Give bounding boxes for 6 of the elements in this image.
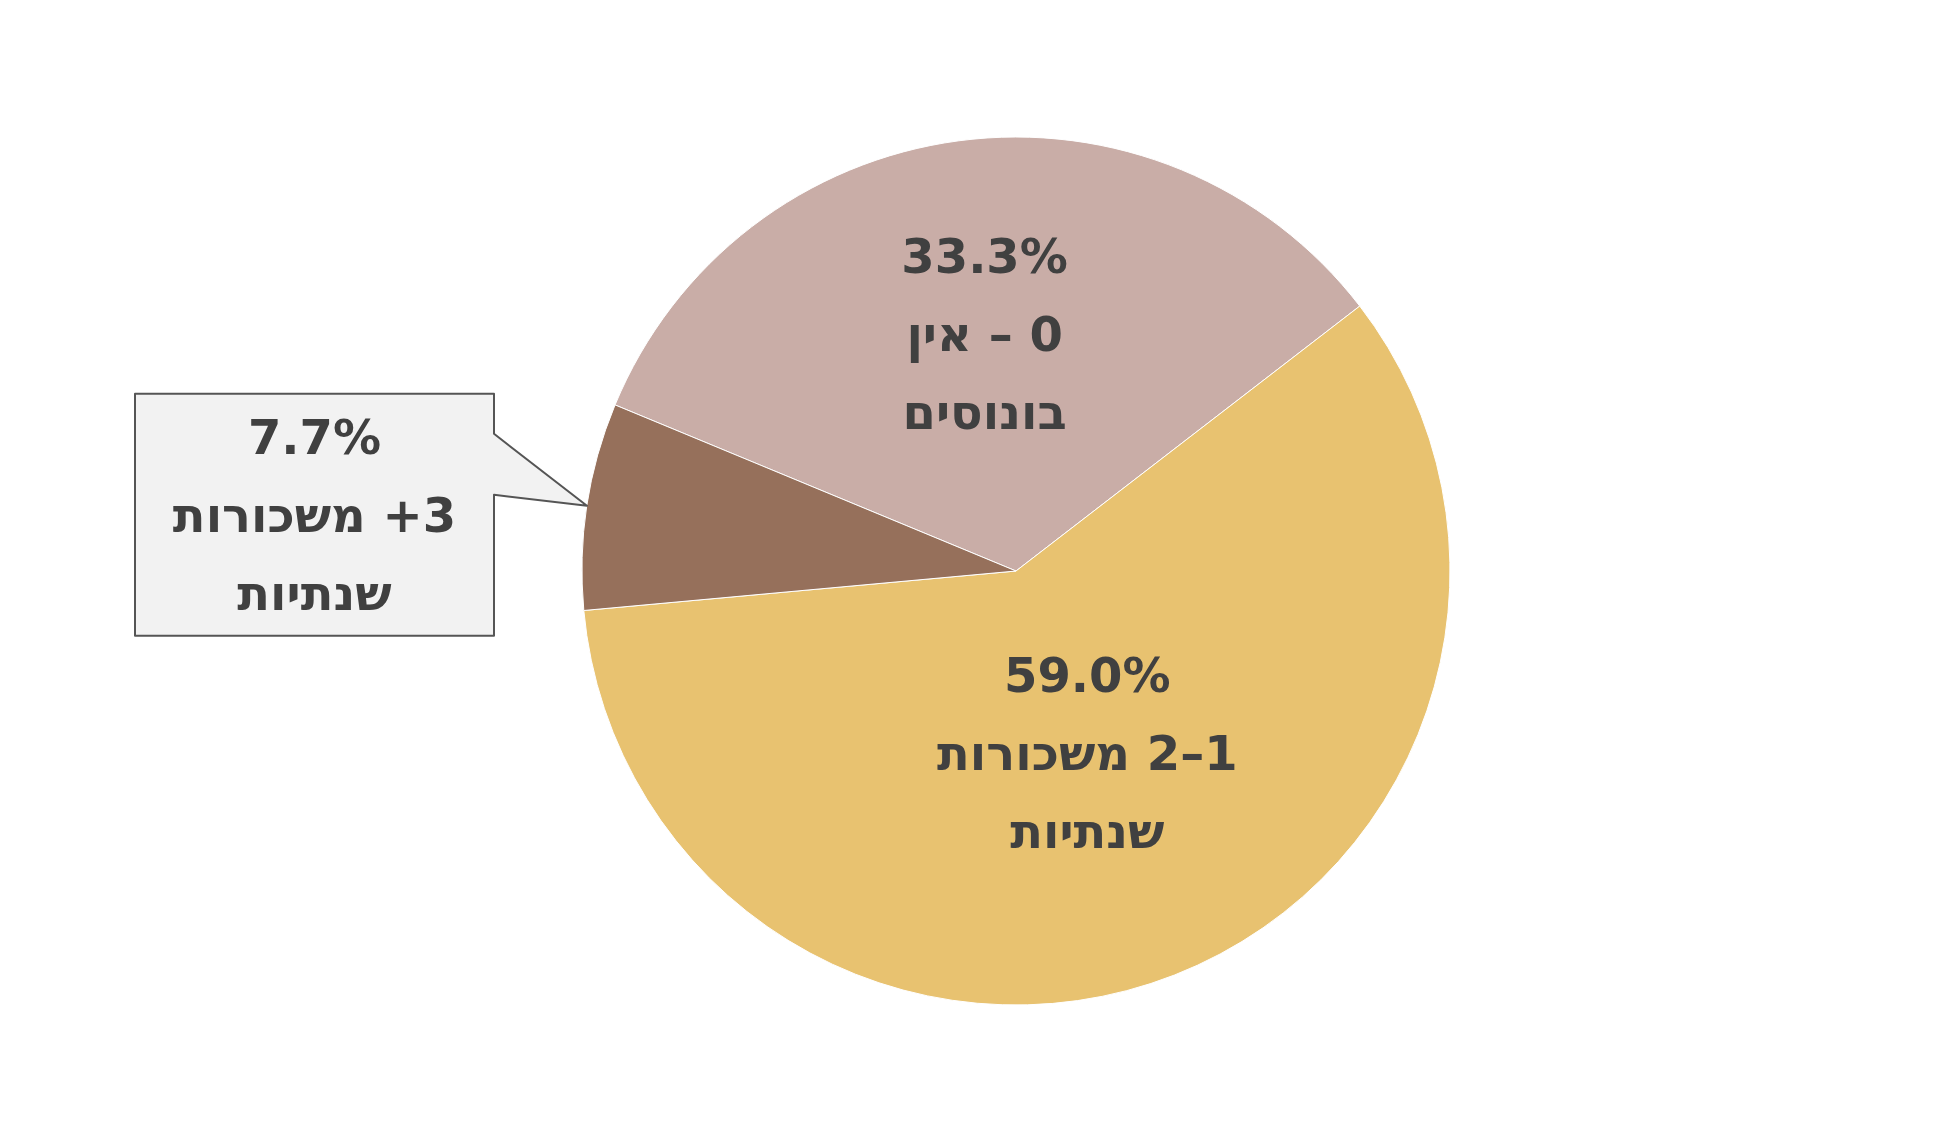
data-label: 33.3% <box>900 227 1069 287</box>
data-label: 7.7% <box>246 407 383 467</box>
slice-label: 3+ משכורות שנתיות <box>171 485 458 623</box>
data-label: 59.0% <box>1003 645 1172 705</box>
slice-label: 0 – אין בונוסים <box>901 305 1068 443</box>
slice-label: 1–2 משכורות שנתיות <box>936 723 1239 861</box>
